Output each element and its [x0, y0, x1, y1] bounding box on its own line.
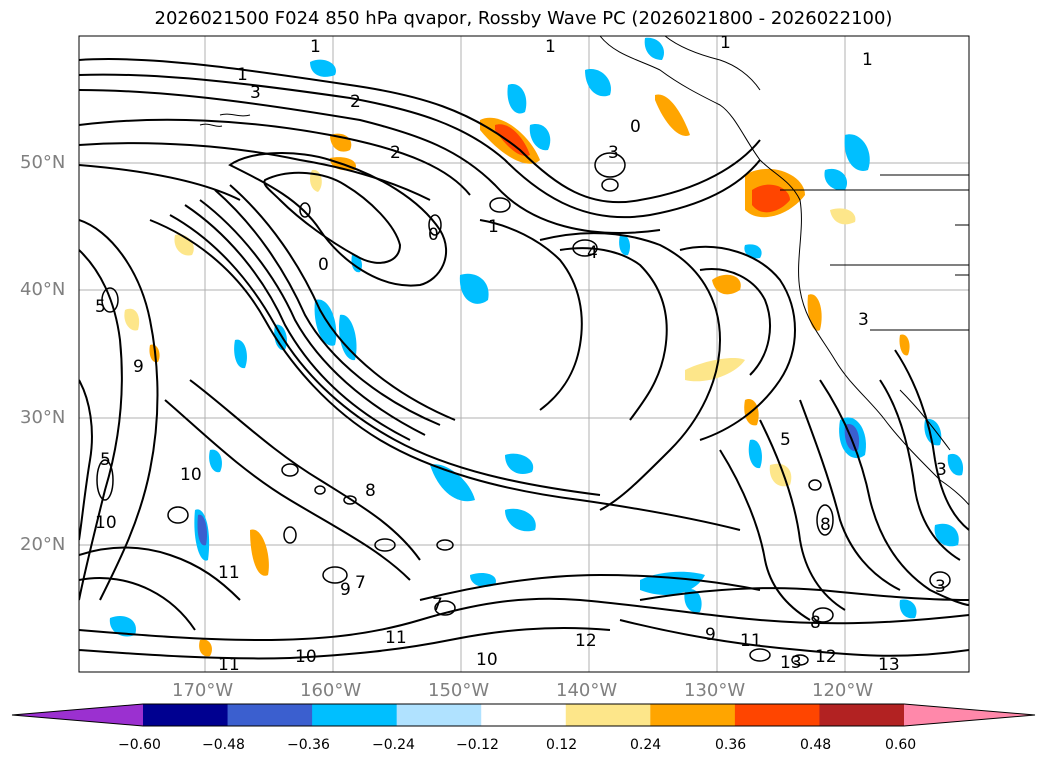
small-contours [96, 152, 951, 666]
contour-label: 11 [385, 628, 407, 648]
lon-label: 120°W [812, 680, 874, 701]
contour-label: 0 [428, 225, 439, 245]
contour-lines [79, 58, 969, 660]
contour-label: 5 [100, 450, 111, 470]
contour-label: 9 [133, 357, 144, 377]
contour-label: 1 [237, 65, 248, 85]
colorbar-segment [565, 704, 651, 726]
contour-label: 0 [630, 117, 641, 137]
contour-label: 8 [820, 515, 831, 535]
lat-label: 50°N [20, 152, 66, 173]
contour-label: 5 [95, 297, 106, 317]
colorbar-outline [11, 703, 1036, 727]
contour-label: 3 [608, 143, 619, 163]
contour-label: 13 [780, 653, 802, 673]
colorbar-tick: −0.60 [118, 737, 161, 753]
contour-label: 8 [810, 613, 821, 633]
colorbar-segment [396, 704, 482, 726]
colorbar-segment [227, 704, 313, 726]
lon-label: 160°W [300, 680, 362, 701]
colorbar-segment [481, 704, 567, 726]
contour-label: 1 [545, 37, 556, 57]
contour-label: 12 [575, 631, 597, 651]
contour-label: 10 [476, 650, 498, 670]
contour-label: 12 [815, 647, 837, 667]
lon-label: 150°W [428, 680, 490, 701]
colorbar-segment [650, 704, 736, 726]
colorbar-tick: 0.36 [715, 737, 747, 753]
colorbar-segment [312, 704, 398, 726]
contour-label: 5 [780, 430, 791, 450]
contour-label: 0 [318, 255, 329, 275]
colorbar-extend-high [904, 704, 1035, 726]
contour-label: 2 [350, 92, 361, 112]
contour-label: 9 [705, 625, 716, 645]
colorbar-tick: −0.12 [456, 737, 499, 753]
contour-label: 11 [740, 631, 762, 651]
colorbar-tick: −0.48 [202, 737, 245, 753]
contour-label: 3 [250, 83, 261, 103]
contour-label: 8 [365, 481, 376, 501]
colorbar-tick: −0.36 [287, 737, 330, 753]
plot-frame [78, 35, 970, 673]
colorbar-extend-low [12, 704, 143, 726]
contour-label: 1 [310, 37, 321, 57]
contour-label: 1 [720, 33, 731, 53]
colorbar-segment [734, 704, 820, 726]
colorbar-tick: 0.48 [800, 737, 832, 753]
contour-label: 9 [340, 580, 351, 600]
lat-label: 40°N [20, 279, 66, 300]
contour-label: 2 [390, 143, 401, 163]
contour-label: 11 [218, 655, 240, 675]
colorbar-segment [143, 704, 229, 726]
colorbar-tick: 0.60 [885, 737, 917, 753]
map-title: 2026021500 F024 850 hPa qvapor, Rossby W… [154, 8, 893, 29]
colorbar-tick: −0.24 [372, 737, 415, 753]
lon-label: 170°W [172, 680, 234, 701]
contour-label: 7 [432, 595, 443, 615]
colorbar-segment [819, 704, 905, 726]
contour-label-layer: 1 1 1 1 2 2 3 3 3 0 0 0 1 1 4 5 5 9 9 8 … [95, 33, 947, 675]
contour-label: 7 [355, 573, 366, 593]
contour-label: 3 [858, 310, 869, 330]
contour-label: 1 [488, 217, 499, 237]
colorbar-tick: 0.12 [546, 737, 578, 753]
contour-label: 10 [95, 513, 117, 533]
lon-label: 140°W [556, 680, 618, 701]
lat-label: 30°N [20, 407, 66, 428]
colorbar [11, 703, 1036, 727]
negative-anomalies [109, 37, 964, 637]
contour-label: 11 [218, 563, 240, 583]
contour-label: 3 [935, 577, 946, 597]
lon-label: 130°W [684, 680, 746, 701]
colorbar-tick: 0.24 [630, 737, 662, 753]
contour-label: 10 [295, 647, 317, 667]
contour-label: 1 [862, 50, 873, 70]
lat-label: 20°N [20, 534, 66, 555]
contour-label: 13 [878, 655, 900, 675]
contour-label: 3 [936, 460, 947, 480]
contour-label: 10 [180, 465, 202, 485]
contour-label: 4 [587, 243, 598, 263]
